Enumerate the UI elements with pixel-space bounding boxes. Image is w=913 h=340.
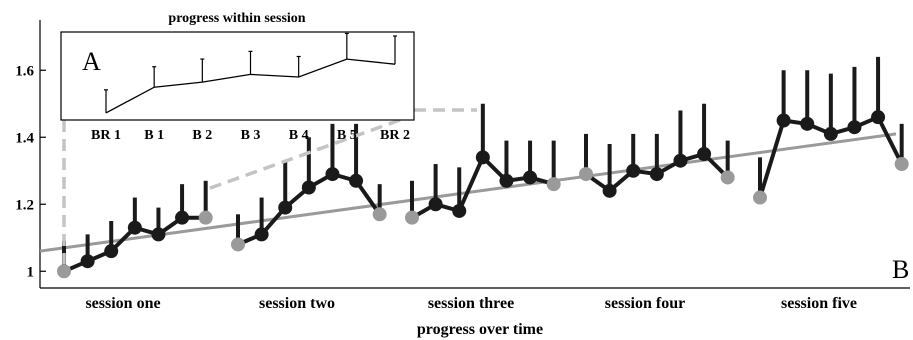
connector-right (205, 118, 401, 192)
y-tick-label: 1.4 (15, 130, 34, 146)
data-point (673, 153, 688, 168)
data-point (649, 167, 664, 182)
data-point (278, 200, 293, 215)
data-point (104, 244, 119, 259)
x-tick-label-a: B 3 (241, 128, 261, 143)
data-point (475, 150, 490, 165)
data-point (847, 120, 862, 135)
data-point (175, 210, 190, 225)
y-tick-label: 1.2 (15, 197, 34, 213)
data-point (626, 163, 641, 178)
baseline-point (579, 167, 593, 182)
error-bars-a (104, 32, 397, 113)
session-label: session two (259, 295, 335, 312)
data-point (151, 227, 166, 242)
data-point (776, 113, 791, 128)
x-tick-label-a: BR 2 (380, 128, 410, 143)
x-tick-label-a: B 2 (192, 128, 212, 143)
data-point (301, 180, 316, 195)
y-ticks-b: 1 1.2 1.4 1.6 (15, 63, 46, 280)
session-label: session three (428, 295, 514, 312)
baseline-point (720, 170, 735, 185)
x-tick-labels-a: BR 1 B 1 B 2 B 3 B 4 B 5 BR 2 (91, 128, 410, 143)
data-point (452, 203, 467, 218)
baseline-point (231, 237, 245, 252)
line-a (105, 58, 396, 114)
series-line-a (105, 58, 396, 114)
panel-label-b: B (892, 255, 909, 284)
session-labels: session one session two session three sessi… (85, 295, 857, 312)
points-b (57, 110, 909, 279)
baseline-point (372, 207, 387, 222)
session-label: session one (85, 295, 160, 312)
baseline-point (546, 177, 561, 192)
data-point (697, 147, 712, 161)
x-tick-label-a: BR 1 (91, 128, 121, 143)
data-point (127, 220, 142, 235)
x-tick-label-a: B 5 (337, 128, 357, 143)
zoom-connectors (62, 108, 477, 265)
data-point (602, 183, 617, 198)
data-point (523, 170, 538, 185)
panel-label-a: A (82, 47, 101, 76)
data-point (349, 173, 364, 188)
baseline-point (894, 157, 909, 172)
x-tick-label-a: B 1 (144, 128, 164, 143)
x-tick-label-a: B 4 (289, 128, 309, 143)
data-point (254, 227, 269, 242)
data-point (428, 197, 443, 212)
y-tick-label: 1 (27, 264, 35, 280)
data-point (80, 254, 95, 269)
data-point (871, 110, 886, 125)
data-point (800, 116, 815, 131)
baseline-point (753, 190, 767, 205)
baseline-point (405, 210, 419, 225)
data-point (325, 167, 340, 182)
chart-b: 11.21.41.6 session one session two session… (15, 20, 910, 338)
baseline-point (57, 264, 71, 279)
baseline-point (198, 210, 213, 225)
x-axis-label: progress over time (417, 321, 543, 338)
session-label: session four (605, 295, 685, 312)
inset-title: progress within session (168, 11, 305, 26)
data-point (499, 173, 514, 188)
session-label: session five (781, 295, 857, 312)
axes-b (39, 20, 910, 289)
data-point (823, 126, 838, 141)
y-tick-label: 1.6 (15, 63, 34, 79)
